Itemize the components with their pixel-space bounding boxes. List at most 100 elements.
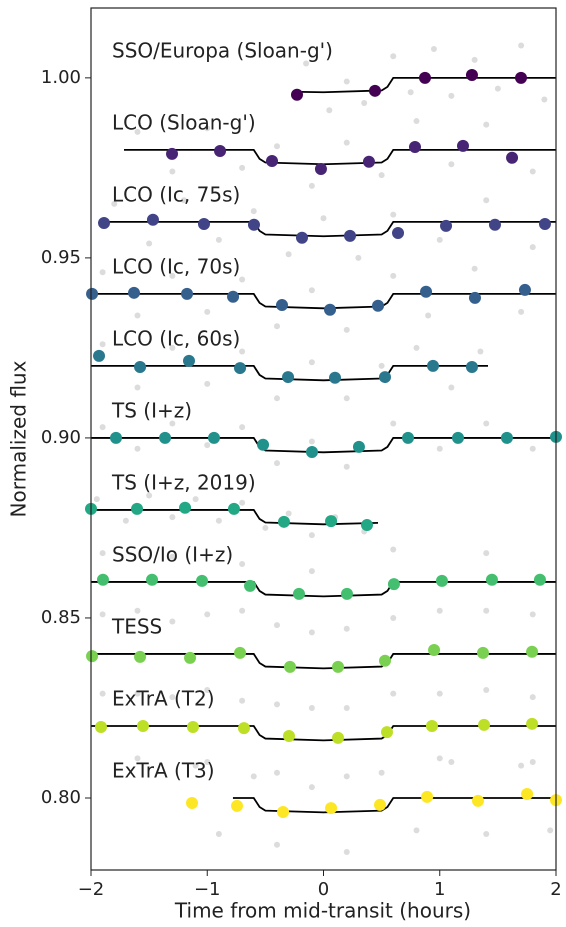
raw-point xyxy=(436,607,443,614)
raw-point xyxy=(134,384,141,391)
binned-point xyxy=(457,139,469,152)
raw-point xyxy=(204,308,211,315)
binned-point xyxy=(427,359,440,372)
binned-point xyxy=(295,231,308,244)
binned-point xyxy=(93,349,106,362)
raw-point xyxy=(529,445,536,452)
binned-point xyxy=(244,579,257,592)
raw-point xyxy=(239,276,246,283)
binned-point xyxy=(372,299,385,312)
binned-point xyxy=(234,646,247,659)
raw-point xyxy=(343,625,350,632)
y-tick-label: 1.00 xyxy=(41,67,81,88)
model-line xyxy=(232,797,556,814)
binned-point xyxy=(526,717,539,730)
raw-point xyxy=(343,395,350,402)
raw-point xyxy=(436,236,443,243)
x-tick-label: 0 xyxy=(318,879,329,900)
raw-point xyxy=(529,611,536,618)
y-tick-label: 0.95 xyxy=(41,247,81,268)
raw-point xyxy=(436,690,443,697)
binned-point xyxy=(179,501,192,514)
raw-point xyxy=(529,244,536,251)
binned-point xyxy=(277,515,290,528)
series-label: LCO (Ic, 75s) xyxy=(112,182,240,206)
series-label: ExTrA (T3) xyxy=(112,758,215,782)
raw-point xyxy=(308,287,315,294)
raw-point xyxy=(274,701,280,708)
raw-point xyxy=(215,830,222,837)
binned-point xyxy=(402,431,415,444)
raw-point xyxy=(285,251,292,258)
series-label: SSO/Io (I+z) xyxy=(112,542,233,566)
binned-point xyxy=(166,147,179,160)
raw-point xyxy=(111,200,118,207)
raw-point xyxy=(274,841,280,848)
binned-point xyxy=(340,587,353,600)
raw-point xyxy=(448,758,455,765)
raw-point xyxy=(471,56,478,63)
binned-point xyxy=(352,440,365,453)
raw-point xyxy=(541,96,548,103)
binned-point xyxy=(325,515,338,528)
x-tick-label: −1 xyxy=(194,879,221,900)
raw-point xyxy=(99,690,106,697)
binned-point xyxy=(392,227,405,240)
raw-point xyxy=(308,359,315,366)
raw-point xyxy=(239,499,246,506)
binned-point xyxy=(465,68,478,81)
raw-point xyxy=(430,46,437,53)
binned-point xyxy=(471,794,484,807)
binned-point xyxy=(196,574,209,587)
binned-point xyxy=(282,730,295,743)
binned-point xyxy=(257,438,270,451)
raw-point xyxy=(134,755,141,762)
raw-point xyxy=(378,769,385,776)
y-tick-label: 0.90 xyxy=(41,427,81,448)
raw-point xyxy=(308,532,315,539)
binned-point xyxy=(362,155,375,168)
raw-point xyxy=(483,550,490,557)
raw-point xyxy=(483,420,490,427)
model-line xyxy=(91,365,488,382)
raw-point xyxy=(378,362,385,369)
raw-point xyxy=(436,755,443,762)
model-line xyxy=(91,653,556,670)
raw-point xyxy=(215,236,222,243)
raw-point xyxy=(308,182,315,189)
binned-point xyxy=(231,799,244,812)
binned-point xyxy=(277,806,290,819)
binned-point xyxy=(533,573,546,586)
raw-point xyxy=(169,420,176,427)
binned-point xyxy=(465,360,478,373)
binned-point xyxy=(186,721,199,734)
binned-point xyxy=(247,218,260,231)
binned-point xyxy=(387,578,400,591)
raw-point xyxy=(169,272,176,279)
raw-point xyxy=(204,125,211,132)
raw-point xyxy=(146,240,153,247)
raw-point xyxy=(192,762,199,769)
raw-point xyxy=(483,197,490,204)
binned-point xyxy=(478,718,491,731)
raw-point xyxy=(204,686,211,693)
binned-point xyxy=(440,219,453,232)
raw-point xyxy=(529,758,536,765)
model-line xyxy=(91,581,556,598)
raw-point xyxy=(169,694,176,701)
binned-point xyxy=(197,218,210,231)
raw-point xyxy=(518,762,525,769)
raw-point xyxy=(169,344,176,351)
raw-point xyxy=(239,424,246,431)
binned-point xyxy=(314,162,327,175)
raw-point xyxy=(308,629,315,636)
raw-point xyxy=(471,265,478,272)
binned-point xyxy=(234,362,247,375)
raw-point xyxy=(361,100,368,107)
binned-point xyxy=(136,719,149,732)
binned-point xyxy=(131,502,144,515)
raw-point xyxy=(547,827,554,834)
binned-point xyxy=(421,790,434,803)
raw-point xyxy=(477,348,484,355)
binned-point xyxy=(282,371,295,384)
